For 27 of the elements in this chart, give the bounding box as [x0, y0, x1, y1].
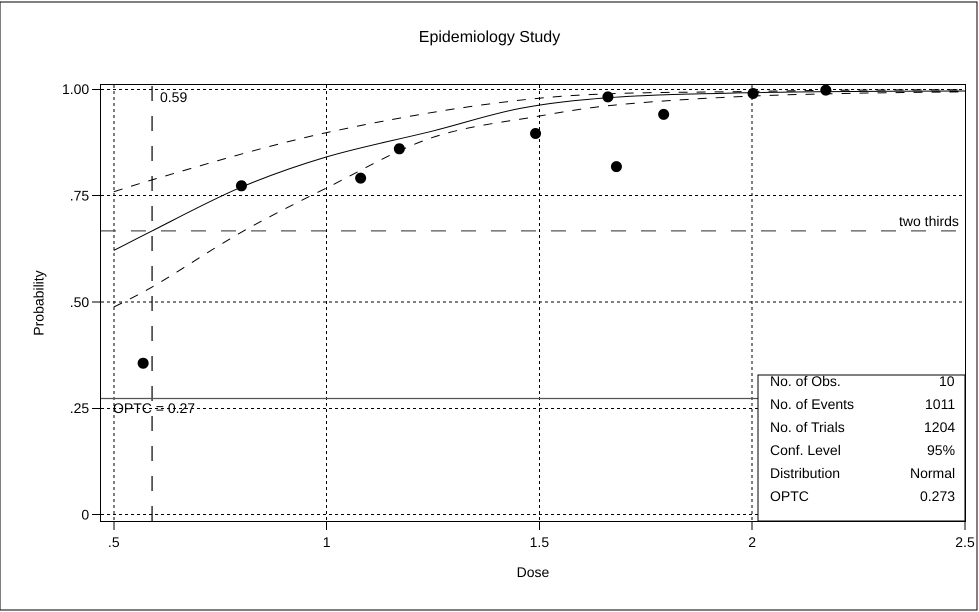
- annotation: 10: [939, 373, 955, 389]
- x-tick-label: 2: [748, 534, 756, 550]
- annotation: Conf. Level: [770, 442, 841, 458]
- y-tick-label: .50: [70, 294, 90, 310]
- annotation: OPTC: [770, 488, 809, 504]
- x-axis-title: Dose: [516, 564, 550, 580]
- annotation: No. of Trials: [770, 419, 845, 435]
- annotation: 95%: [927, 442, 956, 458]
- y-tick-label: .75: [70, 188, 90, 204]
- y-tick-label: .25: [70, 400, 90, 416]
- y-axis-title: Probability: [30, 270, 47, 336]
- annotation: Normal: [910, 465, 956, 481]
- y-tick-label: 0: [81, 506, 90, 523]
- annotation: No. of Obs.: [770, 373, 841, 389]
- ref-line-label: 0.59: [160, 89, 188, 105]
- y-tick-label: 1.00: [62, 81, 90, 98]
- annotation: 0.273: [920, 488, 956, 504]
- chart-title: Epidemiology Study: [418, 28, 560, 46]
- x-tick-label: 1: [322, 534, 331, 550]
- annotation: No. of Events: [770, 396, 854, 412]
- x-tick-label: .5: [108, 534, 120, 550]
- x-tick-label: 1.5: [530, 534, 550, 550]
- annotation: 1011: [925, 396, 956, 412]
- annotation: 1204: [924, 419, 956, 435]
- x-tick-label: 2.5: [955, 534, 975, 550]
- ref-line-label: two thirds: [899, 213, 959, 229]
- annotation: Distribution: [770, 465, 840, 481]
